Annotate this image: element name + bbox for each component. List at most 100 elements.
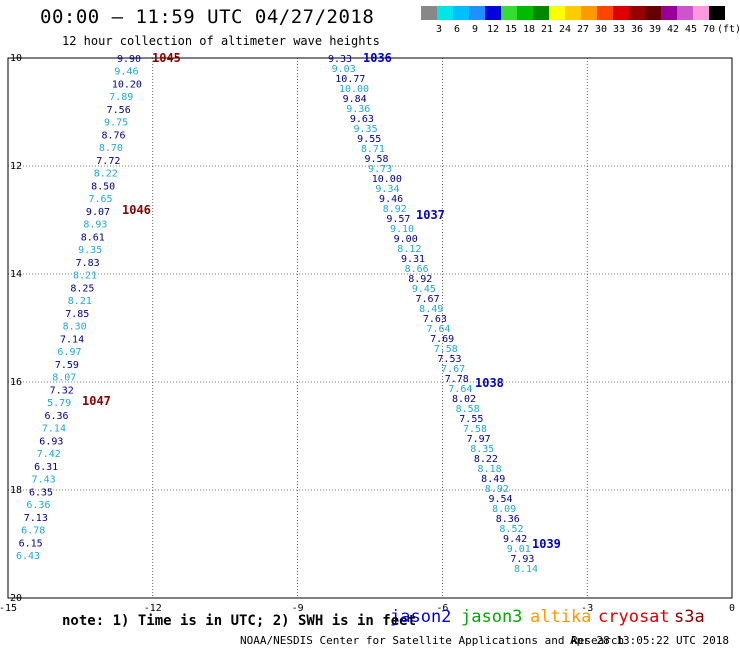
legend-label: 21 [540,24,554,35]
wave-height-value: 7.93 [510,554,534,565]
wave-height-value: 7.67 [441,364,465,375]
legend-swatch [581,6,597,20]
wave-height-value: 6.15 [19,538,43,549]
wave-height-value: 9.45 [412,284,436,295]
legend-label: 24 [558,24,572,35]
wave-height-value: 10.20 [112,79,142,90]
legend-swatch [453,6,469,20]
note-text: note: 1) Time is in UTC; 2) SWH is in fe… [62,613,417,629]
time-marker-label: 1045 [152,51,181,65]
wave-height-value: 9.55 [357,134,381,145]
wave-height-value: 9.75 [104,118,128,129]
wave-height-value: 9.33 [328,54,352,65]
legend-swatch [437,6,453,20]
map-frame [7,57,733,599]
wave-height-value: 7.69 [430,334,454,345]
y-tick-label: 20 [10,593,22,604]
wave-height-value: 7.55 [459,414,483,425]
time-marker-label: 1047 [82,394,111,408]
legend-label: 33 [612,24,626,35]
wave-height-value: 8.49 [481,474,505,485]
wave-height-value: 6.78 [21,526,45,537]
wave-height-value: 7.53 [437,354,461,365]
legend-swatch [517,6,533,20]
wave-height-value: 6.36 [26,500,50,511]
wave-height-value: 9.46 [114,67,138,78]
wave-height-value: 7.56 [107,105,131,116]
wave-height-value: 8.25 [70,283,94,294]
legend-swatch [501,6,517,20]
wave-height-value: 7.58 [434,344,458,355]
wave-height-value: 9.10 [390,224,414,235]
wave-height-value: 7.42 [37,449,61,460]
wave-height-value: 8.36 [496,514,520,525]
wave-height-value: 7.32 [50,385,74,396]
wave-height-value: 8.50 [91,181,115,192]
wave-height-value: 7.89 [109,92,133,103]
wave-height-value: 6.35 [29,487,53,498]
wave-height-value: 7.64 [426,324,450,335]
wave-height-value: 8.12 [397,244,421,255]
y-tick-label: 14 [10,269,22,280]
x-tick-label: -15 [0,603,17,614]
wave-height-value: 8.70 [99,143,123,154]
y-tick-label: 16 [10,377,22,388]
x-tick-label: -6 [436,603,448,614]
y-tick-label: 12 [10,161,22,172]
legend-label: 18 [522,24,536,35]
wave-height-value: 8.52 [499,524,523,535]
wave-height-value: 9.35 [354,124,378,135]
legend-swatch [533,6,549,20]
legend-swatch [645,6,661,20]
legend-label: 45 [684,24,698,35]
legend-swatch [469,6,485,20]
x-tick-label: -3 [581,603,593,614]
wave-height-value: 9.31 [401,254,425,265]
wave-height-value: 8.21 [73,271,97,282]
x-tick-label: 0 [729,603,735,614]
wave-height-value: 7.83 [76,258,100,269]
satellite-s3a-label: s3a [674,607,705,627]
wave-height-value: 8.71 [361,144,385,155]
wave-height-value: 7.85 [65,309,89,320]
wave-height-value: 10.77 [335,74,365,85]
legend-label: 27 [576,24,590,35]
wave-height-value: 9.34 [375,184,399,195]
legend-label: 36 [630,24,644,35]
wave-height-value: 8.22 [94,169,118,180]
wave-height-value: 8.49 [419,304,443,315]
time-marker-label: 1038 [475,376,504,390]
wave-height-value: 7.63 [423,314,447,325]
legend-swatch [677,6,693,20]
wave-height-value: 7.72 [96,156,120,167]
wave-height-value: 7.67 [416,294,440,305]
wave-height-value: 5.79 [47,398,71,409]
wave-height-value: 6.93 [39,436,63,447]
legend-label: 30 [594,24,608,35]
y-tick-label: 18 [10,485,22,496]
wave-height-value: 7.43 [32,475,56,486]
wave-height-value: 8.14 [514,564,538,575]
legend-swatch [485,6,501,20]
wave-height-value: 7.64 [448,384,472,395]
time-marker-label: 1039 [532,537,561,551]
footer-timestamp: Apr 28 13:05:22 UTC 2018 [570,634,729,647]
legend-label: 3 [435,24,443,35]
wave-height-value: 10.00 [339,84,369,95]
legend-label: (ft) [717,24,740,35]
wave-height-value: 9.54 [488,494,512,505]
wave-height-value: 8.35 [470,444,494,455]
legend-swatch [613,6,629,20]
wave-height-value: 7.78 [445,374,469,385]
wave-height-value: 7.97 [467,434,491,445]
wave-height-value: 8.09 [492,504,516,515]
wave-height-value: 7.59 [55,360,79,371]
wave-height-value: 9.84 [343,94,367,105]
wave-height-value: 8.92 [485,484,509,495]
wave-height-value: 7.13 [24,513,48,524]
wave-height-value: 8.18 [478,464,502,475]
wave-height-value: 8.61 [81,232,105,243]
wave-height-value: 9.58 [364,154,388,165]
wave-height-value: 8.93 [83,220,107,231]
satellite-altika-label: altika [530,607,592,627]
